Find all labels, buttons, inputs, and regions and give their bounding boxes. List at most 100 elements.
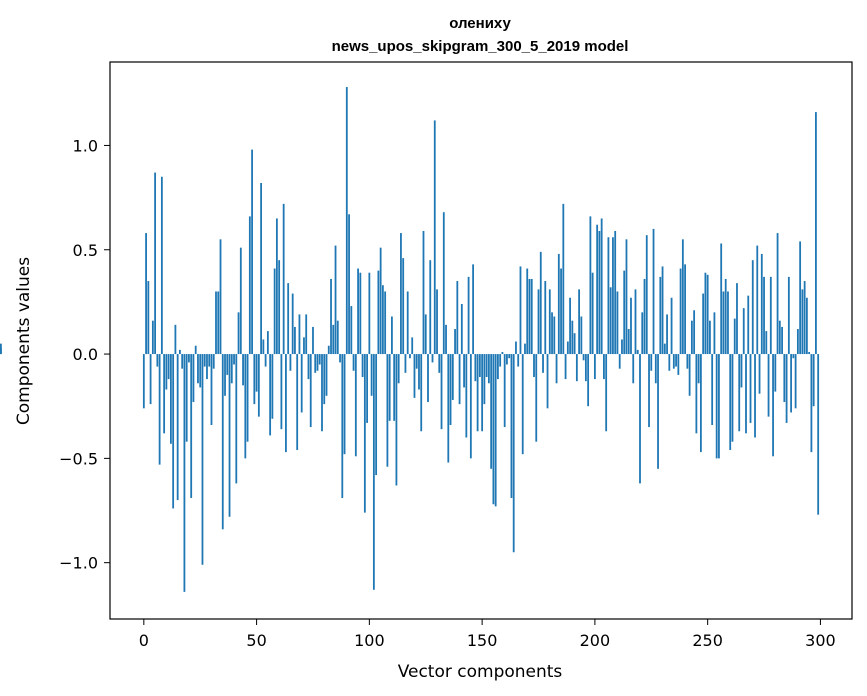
bar-270 [751, 260, 754, 355]
bar-79 [321, 354, 323, 432]
bar-103 [375, 354, 378, 476]
bar-165 [515, 341, 517, 355]
bar-223 [645, 235, 648, 355]
bar-85 [334, 245, 337, 355]
bar-201 [596, 224, 599, 355]
bar-155 [492, 354, 495, 505]
bar-63 [285, 354, 287, 453]
bar-38 [228, 354, 231, 517]
bar-262 [733, 318, 736, 355]
bar-67 [294, 326, 296, 355]
bar-153 [487, 354, 490, 384]
bar-21 [190, 354, 193, 498]
bar-53 [262, 339, 265, 355]
bar-88 [341, 354, 344, 498]
bar-277 [767, 354, 770, 417]
bar-218 [634, 289, 637, 355]
bar-115 [402, 258, 405, 355]
bar-112 [395, 354, 398, 486]
bar-89 [343, 354, 346, 455]
bar-192 [575, 354, 578, 382]
bar-104 [377, 270, 380, 355]
bar-51 [257, 354, 260, 417]
bar-138 [454, 329, 456, 355]
bar-178 [544, 281, 547, 355]
bar-62 [282, 203, 285, 355]
bar-187 [564, 354, 567, 380]
bar-246 [697, 354, 700, 384]
bar-257 [722, 291, 725, 355]
bar-222 [643, 278, 646, 355]
bar-26 [201, 354, 204, 565]
bar-293 [803, 281, 806, 355]
bar-92 [350, 306, 353, 355]
bar-151 [483, 354, 486, 405]
bar-57 [271, 354, 274, 419]
bar-189 [569, 297, 571, 355]
bar-101 [370, 354, 373, 396]
bar-170 [526, 268, 529, 355]
bar-152 [485, 354, 488, 378]
x-tick-label: 300 [805, 631, 836, 650]
bar-120 [413, 354, 416, 398]
bar-243 [690, 320, 693, 355]
bar-15 [176, 354, 179, 501]
bar-174 [535, 354, 538, 442]
bar-288 [792, 354, 795, 359]
bar-116 [404, 354, 407, 373]
bar-212 [621, 339, 623, 355]
bar-268 [747, 295, 750, 355]
bar-4 [151, 320, 154, 355]
bar-269 [749, 354, 752, 423]
bar-146 [472, 264, 474, 355]
bar-114 [400, 233, 402, 355]
x-tick-label: 250 [692, 631, 723, 650]
bar-231 [663, 343, 666, 355]
bar-167 [519, 266, 522, 355]
bar-40 [233, 354, 235, 365]
bar-50 [255, 354, 258, 392]
bar-273 [758, 354, 761, 394]
bar-1 [145, 233, 147, 355]
bar-133 [442, 212, 445, 355]
bar-128 [431, 354, 434, 363]
bar-105 [379, 247, 382, 355]
bar-36 [224, 354, 226, 396]
bar-219 [636, 349, 639, 355]
bar-122 [418, 354, 420, 390]
chart-title: олениху [449, 15, 511, 32]
bar-148 [476, 354, 479, 432]
bar-186 [562, 203, 565, 355]
bar-190 [571, 320, 574, 355]
bar-83 [330, 278, 332, 355]
y-axis: −1.0 −0.5 0.0 0.5 1.0 [59, 136, 110, 573]
bar-97 [361, 354, 364, 378]
bar-285 [785, 354, 788, 423]
bar-278 [769, 276, 772, 355]
bar-287 [790, 354, 792, 413]
bar-129 [433, 120, 436, 355]
bar-157 [497, 354, 499, 380]
bar-294 [805, 297, 808, 355]
bar-34 [219, 239, 222, 355]
bar-272 [756, 245, 759, 355]
bar-47 [248, 216, 251, 355]
bar-147 [474, 354, 477, 382]
bar-124 [422, 230, 425, 355]
bar-84 [332, 324, 335, 355]
bar-48 [251, 149, 253, 355]
bar-281 [776, 233, 779, 355]
bar-251 [709, 320, 711, 355]
bar-60 [278, 260, 281, 355]
bar-175 [537, 289, 540, 355]
bar-22 [192, 354, 195, 403]
bar-20 [188, 354, 190, 363]
bar-164 [512, 354, 515, 553]
bar-181 [551, 312, 553, 355]
y-tick-label: −1.0 [59, 554, 98, 573]
bar-177 [542, 354, 544, 373]
bar-32 [215, 291, 217, 355]
bar-11 [167, 354, 170, 380]
bar-156 [494, 354, 497, 507]
bar-24 [197, 354, 199, 384]
